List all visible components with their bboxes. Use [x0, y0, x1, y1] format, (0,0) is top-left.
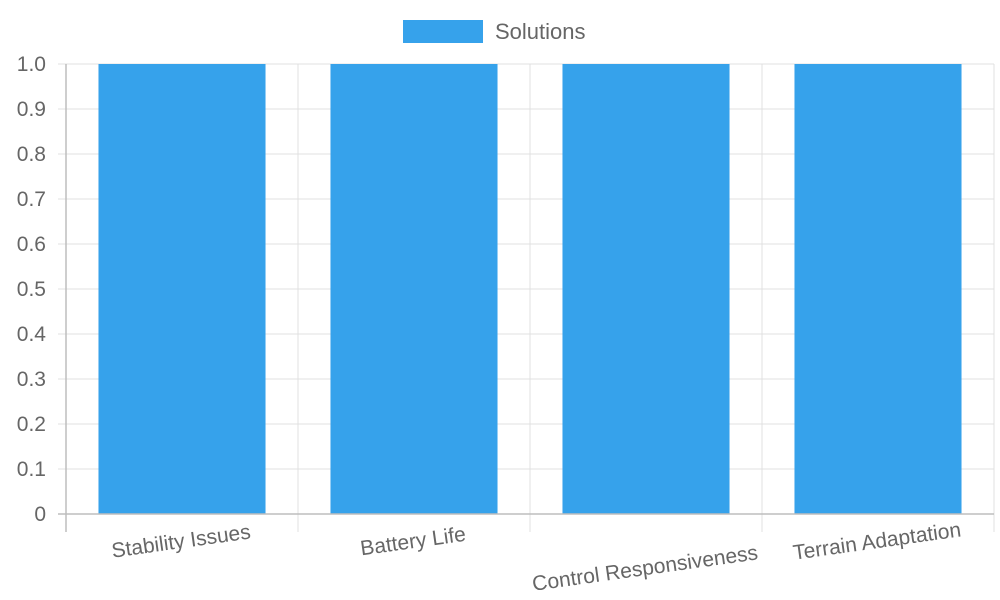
x-tick-label: Battery Life	[359, 523, 467, 561]
x-tick-label: Terrain Adaptation	[792, 518, 963, 564]
x-tick-label: Control Responsiveness	[531, 541, 760, 595]
legend-swatch	[403, 20, 483, 43]
y-tick-label: 0.1	[17, 458, 46, 481]
y-tick-label: 0.5	[17, 278, 46, 301]
bar-terrain-adaptation[interactable]	[794, 64, 962, 514]
y-tick-label: 0.7	[17, 188, 46, 211]
y-tick-label: 0.8	[17, 143, 46, 166]
legend-label: Solutions	[495, 19, 586, 44]
x-axis-tick-labels: Stability Issues Battery Life Control Resp…	[110, 518, 962, 595]
y-axis-tick-labels: 0 0.1 0.2 0.3 0.4 0.5 0.6 0.7 0.8 0.9 1.0	[17, 53, 47, 526]
legend[interactable]: Solutions	[403, 19, 586, 44]
y-tick-label: 0.6	[17, 233, 46, 256]
y-tick-label: 0	[34, 503, 46, 526]
bar-stability-issues[interactable]	[98, 64, 266, 514]
axes	[58, 64, 994, 532]
x-tick-label: Stability Issues	[110, 520, 252, 562]
y-tick-label: 0.2	[17, 413, 46, 436]
y-tick-label: 0.3	[17, 368, 46, 391]
bar-control-responsiveness[interactable]	[562, 64, 730, 514]
y-tick-label: 0.4	[17, 323, 47, 346]
y-tick-label: 1.0	[17, 53, 46, 76]
bar-battery-life[interactable]	[330, 64, 498, 514]
bars	[98, 64, 962, 514]
y-tick-label: 0.9	[17, 98, 46, 121]
